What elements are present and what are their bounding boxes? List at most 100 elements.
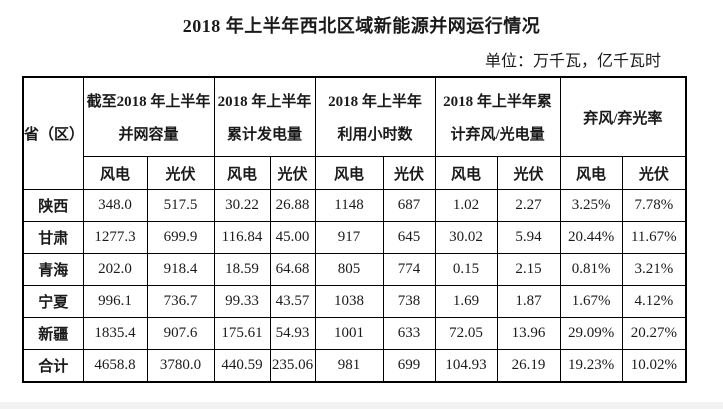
value-cell: 26.88 (269, 189, 316, 222)
value-cell: 0.15 (434, 253, 498, 286)
value-cell: 1038 (314, 285, 384, 318)
value-cell: 0.81% (559, 253, 623, 286)
group-header-lines: 2018 年上半年 利用小时数 (316, 78, 434, 156)
group-header-line: 2018 年上半年 (328, 94, 422, 110)
value-cell: 1.02 (434, 189, 498, 222)
value-cell: 64.68 (269, 253, 316, 286)
value-cell: 54.93 (269, 317, 316, 350)
bottom-strip (0, 402, 723, 409)
value-cell: 1277.3 (82, 221, 148, 254)
subheader-wind: 风电 (434, 156, 498, 190)
table-row-total: 合计 4658.8 3780.0 440.59 235.06 981 699 1… (22, 349, 687, 383)
value-cell: 907.6 (146, 317, 215, 350)
value-cell: 1148 (314, 189, 384, 222)
header-group-utilization-hours: 2018 年上半年 利用小时数 (314, 76, 436, 157)
value-cell: 440.59 (213, 349, 271, 383)
value-cell: 633 (382, 317, 436, 350)
province-cell: 甘肃 (22, 221, 84, 254)
table-row: 甘肃 1277.3 699.9 116.84 45.00 917 645 30.… (22, 221, 687, 254)
page-title: 2018 年上半年西北区域新能源并网运行情况 (182, 16, 541, 36)
group-header-line: 计弃风/光电量 (450, 127, 545, 143)
group-header-line: 弃风/弃光率 (583, 110, 663, 127)
value-cell: 45.00 (269, 221, 316, 254)
table-row: 陕西 348.0 517.5 30.22 26.88 1148 687 1.02… (22, 189, 687, 222)
subheader-solar: 光伏 (496, 156, 561, 190)
value-cell: 2.27 (496, 189, 561, 222)
value-cell: 3780.0 (146, 349, 215, 383)
subheader-wind: 风电 (559, 156, 623, 190)
table-row: 新疆 1835.4 907.6 175.61 54.93 1001 633 72… (22, 317, 687, 350)
header-group-curtailed-energy: 2018 年上半年累 计弃风/光电量 (434, 76, 561, 157)
table-row: 青海 202.0 918.4 18.59 64.68 805 774 0.15 … (22, 253, 687, 286)
subheader-wind: 风电 (82, 156, 148, 190)
value-cell: 18.59 (213, 253, 271, 286)
value-cell: 116.84 (213, 221, 271, 254)
group-header-line: 并网容量 (118, 127, 179, 143)
header-group-grid-capacity: 截至2018 年上半年 并网容量 (82, 76, 215, 157)
subheader-wind: 风电 (314, 156, 384, 190)
value-cell: 10.02% (621, 349, 687, 383)
subheader-solar: 光伏 (146, 156, 215, 190)
group-header-line: 累计发电量 (227, 127, 303, 143)
value-cell: 4.12% (621, 285, 687, 318)
value-cell: 99.33 (213, 285, 271, 318)
value-cell: 20.44% (559, 221, 623, 254)
value-cell: 3.25% (559, 189, 623, 222)
value-cell: 699.9 (146, 221, 215, 254)
value-cell: 4658.8 (82, 349, 148, 383)
value-cell: 43.57 (269, 285, 316, 318)
value-cell: 774 (382, 253, 436, 286)
value-cell: 235.06 (269, 349, 316, 383)
province-cell: 陕西 (22, 189, 84, 222)
value-cell: 1835.4 (82, 317, 148, 350)
value-cell: 13.96 (496, 317, 561, 350)
value-cell: 30.02 (434, 221, 498, 254)
subheader-solar: 光伏 (269, 156, 316, 190)
unit-label: 单位：万千瓦，亿千瓦时 (484, 53, 661, 70)
value-cell: 26.19 (496, 349, 561, 383)
header-row-groups: 省（区） 截至2018 年上半年 并网容量 2018 年上半年 累计发电量 20 (22, 76, 687, 190)
value-cell: 805 (314, 253, 384, 286)
value-cell: 72.05 (434, 317, 498, 350)
value-cell: 1.69 (434, 285, 498, 318)
value-cell: 981 (314, 349, 384, 383)
group-header-lines: 截至2018 年上半年 并网容量 (84, 78, 213, 156)
header-group-curtailment-rate: 弃风/弃光率 (559, 76, 687, 157)
province-cell: 合计 (22, 349, 84, 383)
value-cell: 202.0 (82, 253, 148, 286)
group-header-lines: 弃风/弃光率 (561, 78, 685, 156)
value-cell: 996.1 (82, 285, 148, 318)
province-cell: 新疆 (22, 317, 84, 350)
value-cell: 30.22 (213, 189, 271, 222)
value-cell: 736.7 (146, 285, 215, 318)
group-header-lines: 2018 年上半年 累计发电量 (215, 78, 314, 156)
value-cell: 917 (314, 221, 384, 254)
value-cell: 1001 (314, 317, 384, 350)
group-header-line: 2018 年上半年累 (443, 94, 552, 110)
value-cell: 29.09% (559, 317, 623, 350)
energy-data-table: 省（区） 截至2018 年上半年 并网容量 2018 年上半年 累计发电量 20 (22, 76, 688, 383)
value-cell: 104.93 (434, 349, 498, 383)
group-header-lines: 2018 年上半年累 计弃风/光电量 (436, 78, 559, 156)
value-cell: 11.67% (621, 221, 687, 254)
group-header-line: 2018 年上半年 (217, 94, 312, 110)
table-row: 宁夏 996.1 736.7 99.33 43.57 1038 738 1.69… (22, 285, 687, 318)
value-cell: 2.15 (496, 253, 561, 286)
value-cell: 918.4 (146, 253, 215, 286)
value-cell: 1.67% (559, 285, 623, 318)
group-header-line: 截至2018 年上半年 (86, 94, 211, 110)
subheader-solar: 光伏 (382, 156, 436, 190)
value-cell: 517.5 (146, 189, 215, 222)
value-cell: 3.21% (621, 253, 687, 286)
subheader-solar: 光伏 (621, 156, 687, 190)
value-cell: 645 (382, 221, 436, 254)
value-cell: 5.94 (496, 221, 561, 254)
group-header-line: 利用小时数 (337, 127, 413, 143)
header-province: 省（区） (22, 76, 84, 190)
value-cell: 699 (382, 349, 436, 383)
value-cell: 19.23% (559, 349, 623, 383)
value-cell: 687 (382, 189, 436, 222)
value-cell: 738 (382, 285, 436, 318)
value-cell: 348.0 (82, 189, 148, 222)
